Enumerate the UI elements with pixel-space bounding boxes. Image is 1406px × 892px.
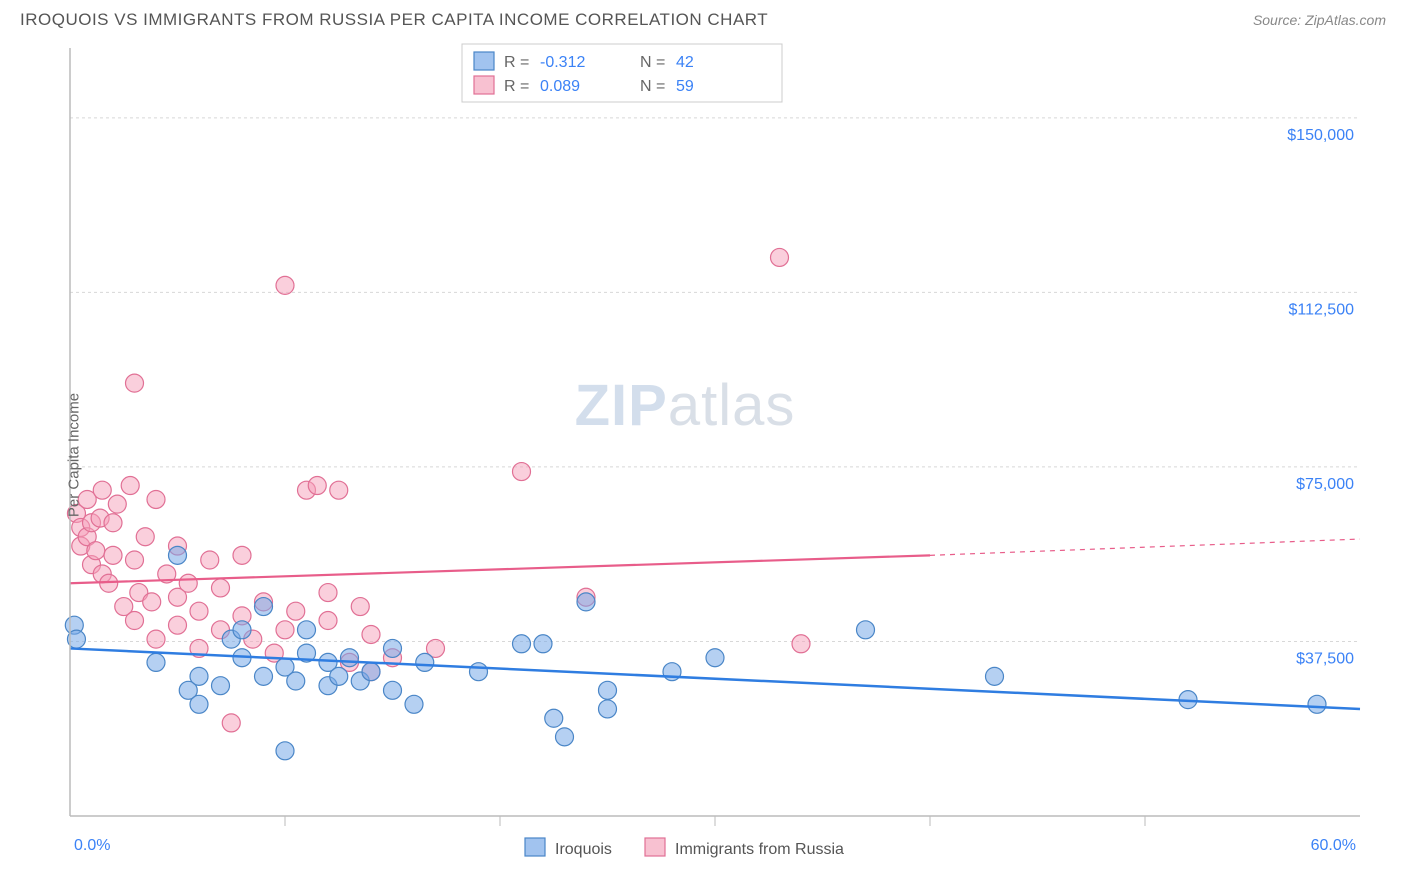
data-point [986,667,1004,685]
legend-label-blue: Iroquois [555,841,612,858]
data-point [384,681,402,699]
svg-text:$37,500: $37,500 [1296,650,1354,667]
data-point [104,546,122,564]
trend-line-pink-extrapolated [930,539,1360,555]
data-point [330,667,348,685]
data-point [276,276,294,294]
legend-swatch-blue-bottom [525,838,545,856]
data-point [384,639,402,657]
svg-text:42: 42 [676,54,694,71]
svg-text:$75,000: $75,000 [1296,476,1354,493]
data-point [287,602,305,620]
data-point [255,667,273,685]
data-point [276,742,294,760]
data-point [857,621,875,639]
data-point [470,663,488,681]
data-point [169,546,187,564]
data-point [599,700,617,718]
svg-text:59: 59 [676,78,694,95]
svg-text:$150,000: $150,000 [1287,127,1354,144]
data-point [405,695,423,713]
data-point [287,672,305,690]
data-point [126,612,144,630]
data-point [136,528,154,546]
data-point [534,635,552,653]
legend-label-pink: Immigrants from Russia [675,841,844,858]
legend-swatch-pink-bottom [645,838,665,856]
data-point [1308,695,1326,713]
data-point [212,579,230,597]
data-point [108,495,126,513]
data-point [556,728,574,746]
data-point [416,653,434,671]
data-point [255,598,273,616]
data-point [147,653,165,671]
data-point [201,551,219,569]
data-point [513,635,531,653]
data-point [190,602,208,620]
svg-text:60.0%: 60.0% [1311,837,1356,854]
svg-text:0.089: 0.089 [540,78,580,95]
svg-text:ZIPatlas: ZIPatlas [575,373,796,438]
correlation-chart: $37,500 $75,000 $112,500 $150,000 ZIPatlas 0.… [20,36,1386,874]
source-attribution: Source: ZipAtlas.com [1253,12,1386,28]
data-point [362,625,380,643]
data-point [298,621,316,639]
data-point [545,709,563,727]
data-point [362,663,380,681]
data-point [599,681,617,699]
svg-text:N =: N = [640,78,665,95]
data-point [308,477,326,495]
svg-text:$112,500: $112,500 [1288,301,1354,318]
data-point [771,248,789,266]
data-point [169,616,187,634]
svg-text:R =: R = [504,78,529,95]
data-point [212,677,230,695]
data-point [319,612,337,630]
svg-text:R =: R = [504,54,529,71]
legend-swatch-blue [474,52,494,70]
data-point [513,463,531,481]
data-point [190,667,208,685]
data-point [222,714,240,732]
data-point [233,621,251,639]
data-point [577,593,595,611]
data-point [179,574,197,592]
data-point [341,649,359,667]
chart-title: IROQUOIS VS IMMIGRANTS FROM RUSSIA PER C… [20,10,768,30]
data-point [143,593,161,611]
data-point [126,374,144,392]
data-point [147,490,165,508]
data-point [706,649,724,667]
y-axis-label: Per Capita Income [66,393,83,517]
data-point [121,477,139,495]
svg-text:0.0%: 0.0% [74,837,110,854]
data-point [93,481,111,499]
legend-swatch-pink [474,76,494,94]
data-point [233,546,251,564]
data-point [126,551,144,569]
data-point [351,598,369,616]
data-point [190,695,208,713]
data-point [87,542,105,560]
data-point [104,514,122,532]
data-point [276,621,294,639]
svg-text:-0.312: -0.312 [540,54,585,71]
trend-line-pink [70,555,930,583]
data-point [147,630,165,648]
svg-text:N =: N = [640,54,665,71]
data-point [792,635,810,653]
data-point [330,481,348,499]
data-point [319,584,337,602]
